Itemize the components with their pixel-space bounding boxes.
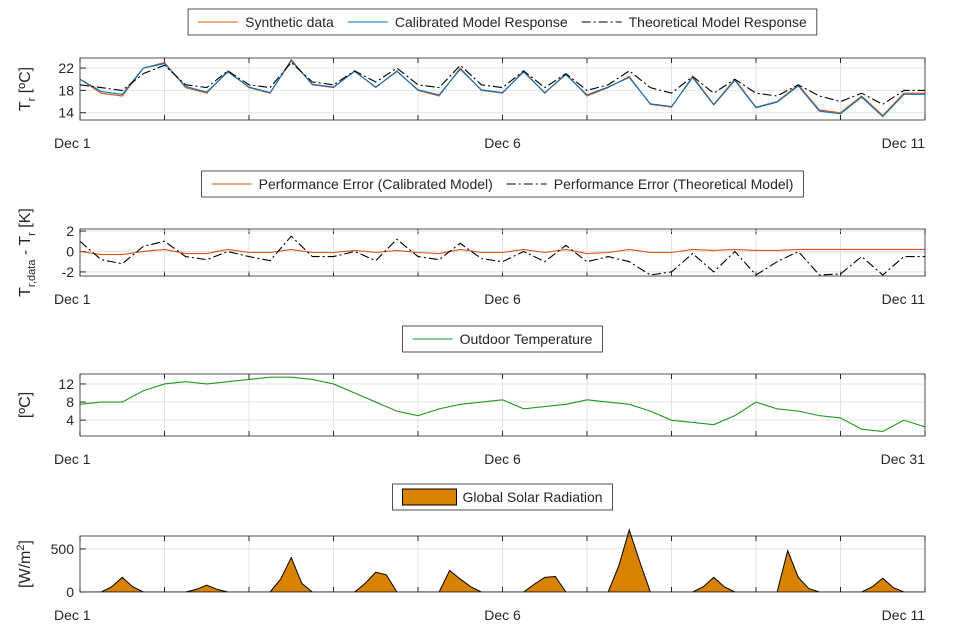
y-axis-label: [W/m2]	[15, 540, 34, 588]
y-label-part: ]	[17, 540, 34, 544]
axes-box	[79, 373, 926, 437]
y-axis-label: Tr,data - Tr [K]	[17, 208, 38, 297]
legend-label: Theoretical Model Response	[629, 14, 807, 30]
legend-swatch	[402, 488, 457, 506]
y-tick-label: 8	[66, 394, 74, 410]
legend-label: Outdoor Temperature	[460, 331, 593, 347]
line	[80, 376, 925, 433]
y-tick-label: 0	[66, 584, 74, 600]
y-axis-label: Tr [ºC]	[17, 67, 38, 111]
x-tick-label: Dec 6	[484, 451, 521, 467]
legend-label: Calibrated Model Response	[395, 14, 568, 30]
y-tick-label: 18	[58, 82, 74, 98]
x-tick-label: Dec 1	[54, 291, 91, 307]
y-tick-label: 14	[58, 105, 74, 121]
y-label-part: - T	[17, 236, 34, 260]
y-label-part: 2	[15, 545, 27, 551]
axes-box	[79, 57, 926, 121]
y-tick-label: 0	[66, 243, 74, 259]
y-label-part: r,data	[26, 259, 38, 287]
legend-label: Performance Error (Theoretical Model)	[554, 176, 794, 192]
y-label-part: [ºC]	[17, 67, 34, 98]
x-tick-label: Dec 6	[484, 291, 521, 307]
y-tick-label: 22	[58, 60, 74, 76]
line	[80, 248, 925, 256]
y-label-part: [K]	[17, 208, 34, 232]
x-tick-label: Dec 6	[484, 607, 521, 623]
area	[80, 528, 925, 592]
legend-label: Performance Error (Calibrated Model)	[259, 176, 493, 192]
y-label-part: [ºC]	[17, 392, 34, 418]
legend-label: Global Solar Radiation	[463, 489, 603, 505]
y-tick-label: 500	[51, 541, 75, 557]
y-tick-label: -2	[62, 264, 75, 280]
y-label-part: T	[17, 101, 34, 111]
legend: Outdoor Temperature	[402, 325, 603, 353]
x-tick-label: Dec 1	[54, 451, 91, 467]
y-label-part: T	[17, 287, 34, 297]
y-tick-label: 4	[66, 412, 74, 428]
x-tick-label: Dec 1	[54, 135, 91, 151]
x-tick-label: Dec 6	[484, 135, 521, 151]
line	[80, 235, 925, 276]
x-tick-label: Dec 31	[881, 451, 926, 467]
legend-box	[187, 8, 818, 36]
x-tick-label: Dec 11	[882, 135, 926, 151]
legend: Synthetic data Calibrated Model Response T…	[187, 8, 818, 36]
x-tick-label: Dec 11	[882, 291, 926, 307]
legend: Global Solar Radiation	[392, 483, 613, 511]
legend-box	[201, 170, 804, 198]
line	[80, 61, 925, 105]
x-tick-label: Dec 1	[54, 607, 91, 623]
axes-box	[79, 228, 926, 277]
legend-label: Synthetic data	[245, 14, 334, 30]
x-tick-label: Dec 11	[882, 607, 926, 623]
y-label-part: [W/m	[17, 551, 34, 588]
y-label-part: r	[26, 232, 38, 236]
legend: Performance Error (Calibrated Model) Perf…	[201, 170, 804, 198]
y-tick-label: 12	[58, 376, 74, 392]
y-tick-label: 2	[66, 223, 74, 239]
line	[80, 59, 925, 118]
axes-box	[79, 535, 926, 593]
y-axis-label: [ºC]	[17, 392, 34, 418]
y-label-part: r	[26, 97, 38, 101]
